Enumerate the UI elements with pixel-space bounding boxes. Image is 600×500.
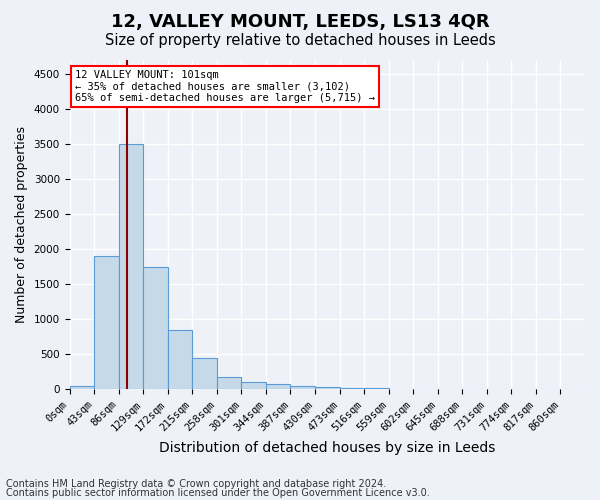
Bar bbox=[143, 266, 168, 390]
Bar bbox=[340, 388, 364, 390]
Bar bbox=[70, 386, 94, 390]
Bar bbox=[364, 388, 389, 390]
Bar bbox=[119, 144, 143, 390]
Bar bbox=[438, 389, 462, 390]
Text: Contains public sector information licensed under the Open Government Licence v3: Contains public sector information licen… bbox=[6, 488, 430, 498]
Text: 12, VALLEY MOUNT, LEEDS, LS13 4QR: 12, VALLEY MOUNT, LEEDS, LS13 4QR bbox=[110, 12, 490, 30]
Y-axis label: Number of detached properties: Number of detached properties bbox=[15, 126, 28, 323]
Bar bbox=[315, 388, 340, 390]
Bar bbox=[290, 386, 315, 390]
Bar bbox=[241, 382, 266, 390]
Bar bbox=[389, 388, 413, 390]
Bar bbox=[413, 388, 438, 390]
Bar bbox=[192, 358, 217, 390]
X-axis label: Distribution of detached houses by size in Leeds: Distribution of detached houses by size … bbox=[159, 441, 496, 455]
Text: Size of property relative to detached houses in Leeds: Size of property relative to detached ho… bbox=[104, 32, 496, 48]
Bar bbox=[94, 256, 119, 390]
Bar bbox=[217, 377, 241, 390]
Text: Contains HM Land Registry data © Crown copyright and database right 2024.: Contains HM Land Registry data © Crown c… bbox=[6, 479, 386, 489]
Bar bbox=[168, 330, 192, 390]
Text: 12 VALLEY MOUNT: 101sqm
← 35% of detached houses are smaller (3,102)
65% of semi: 12 VALLEY MOUNT: 101sqm ← 35% of detache… bbox=[74, 70, 374, 103]
Bar bbox=[266, 384, 290, 390]
